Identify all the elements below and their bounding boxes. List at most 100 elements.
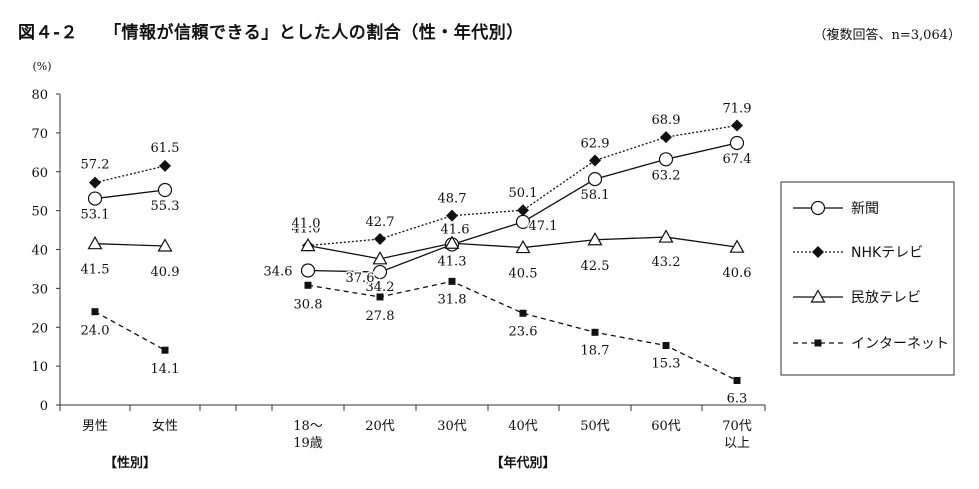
y-tick-label: 50 [31,205,48,220]
chart-title: 図４-２ 「情報が信頼できる」とした人の割合（性・年代別） [18,18,524,43]
data-point-nhk-tv [374,233,386,246]
legend-label-newspaper: 新聞 [851,201,879,217]
data-point-nhk-tv [89,176,101,189]
data-label-newspaper: 53.1 [81,208,110,223]
data-label-internet: 30.8 [294,297,323,312]
data-point-commercial-tv [87,235,103,250]
y-tick-label: 60 [31,166,48,181]
data-point-internet [304,281,312,289]
data-label-commercial-tv: 40.9 [151,265,180,280]
legend-label-internet: インターネット [851,336,949,352]
data-point-commercial-tv [587,232,603,246]
data-point-newspaper [157,182,173,198]
y-tick-label: 80 [31,88,48,103]
data-label-internet: 15.3 [652,357,681,372]
legend-marker-commercial-tv [810,289,826,303]
data-label-newspaper: 63.2 [652,168,681,183]
y-tick-label: 0 [40,399,48,414]
data-point-newspaper [372,264,388,280]
data-point-commercial-tv [658,229,674,243]
data-label-nhk-tv: 50.1 [509,186,538,201]
data-label-commercial-tv: 40.6 [723,266,752,281]
x-tick-label: 70代 [722,419,752,434]
legend-marker-newspaper [810,200,826,216]
data-point-commercial-tv [157,238,173,252]
data-label-newspaper: 34.6 [264,264,293,279]
data-point-internet [591,328,599,336]
data-point-newspaper [587,172,603,187]
figure-number: 図４-２ [18,23,79,43]
y-tick-label: 30 [31,282,48,297]
data-point-internet [376,293,384,301]
data-label-commercial-tv: 40.5 [509,267,538,282]
data-label-internet: 6.3 [727,392,748,407]
data-label-commercial-tv: 41.5 [81,263,110,278]
data-point-newspaper [87,191,103,206]
data-label-commercial-tv: 41.0 [292,217,321,232]
y-tick-label: 10 [31,360,48,375]
x-tick-label: 40代 [508,419,538,434]
x-tick-label: 60代 [651,419,681,434]
series-line-newspaper [94,189,166,200]
data-label-internet: 27.8 [366,309,395,324]
data-point-commercial-tv [372,251,388,265]
x-tick-label: 19歳 [293,436,323,451]
data-point-internet [91,308,99,316]
legend-label-nhk-tv: NHKテレビ [851,245,923,261]
data-label-internet: 24.0 [81,324,110,339]
data-point-commercial-tv [300,237,316,252]
data-point-internet [519,309,527,317]
data-label-newspaper: 55.3 [151,199,180,214]
y-unit-label: (%) [32,60,51,73]
data-point-commercial-tv [729,239,745,253]
data-label-internet: 31.8 [438,292,467,307]
data-point-nhk-tv [159,159,171,172]
group-label: 【性別】 [104,455,156,471]
data-label-internet: 14.1 [151,362,180,377]
x-tick-label: 男性 [82,419,108,434]
data-label-newspaper: 58.1 [581,188,610,203]
data-point-nhk-tv [446,209,458,222]
data-label-commercial-tv: 37.6 [346,271,375,286]
data-label-internet: 18.7 [581,343,610,358]
data-point-internet [448,277,456,285]
data-label-newspaper: 47.1 [529,219,558,234]
legend-label-commercial-tv: 民放テレビ [851,290,921,306]
x-tick-label: 30代 [437,419,467,434]
data-label-nhk-tv: 48.7 [438,192,467,207]
data-point-newspaper [300,263,316,278]
data-label-newspaper: 34.2 [366,280,395,295]
sample-note: （複数回答、n=3,064） [813,28,961,43]
legend-box [780,181,955,376]
group-label: 【年代別】 [490,455,555,471]
data-label-newspaper: 41.3 [438,254,467,269]
data-point-newspaper [729,135,745,151]
x-tick-label: 18〜 [293,419,323,434]
data-label-nhk-tv: 42.7 [366,215,395,230]
legend-marker-nhk-tv [812,246,824,258]
figure-title: 「情報が信頼できる」とした人の割合（性・年代別） [104,23,524,43]
data-point-internet [733,377,741,385]
series-line-internet [94,311,166,351]
data-point-internet [662,342,670,350]
data-label-nhk-tv: 61.5 [151,141,180,156]
data-label-newspaper: 67.4 [723,152,752,167]
y-tick-label: 40 [31,244,48,259]
data-label-nhk-tv: 57.2 [81,158,110,173]
data-label-commercial-tv: 42.5 [581,259,610,274]
y-tick-label: 70 [31,127,48,142]
x-tick-label: 女性 [152,418,178,434]
data-label-commercial-tv: 41.6 [441,222,470,237]
data-point-newspaper [658,152,674,167]
data-point-commercial-tv [515,239,531,254]
data-point-commercial-tv [444,235,460,249]
data-label-nhk-tv: 41.0 [292,222,321,237]
data-point-nhk-tv [660,131,672,144]
data-label-internet: 23.6 [509,324,538,339]
data-label-commercial-tv: 43.2 [652,255,681,270]
data-point-nhk-tv [517,204,529,217]
data-label-nhk-tv: 62.9 [581,136,610,151]
data-point-nhk-tv [589,154,601,167]
data-point-nhk-tv [731,119,743,132]
